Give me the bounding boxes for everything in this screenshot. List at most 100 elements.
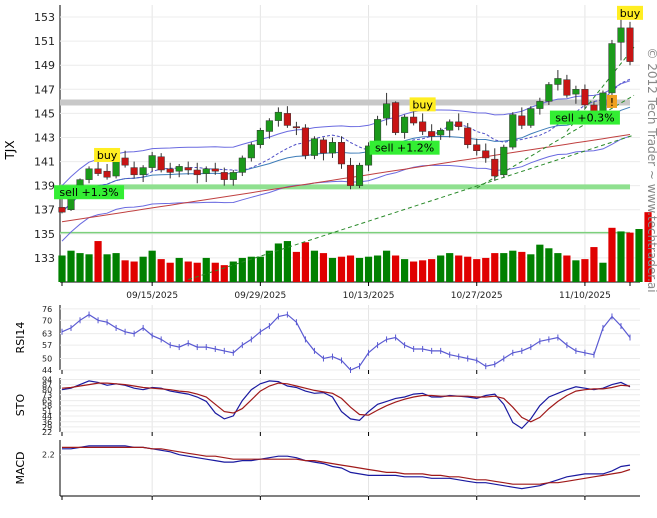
buy-signal-box — [94, 147, 121, 162]
candle-up — [310, 138, 318, 156]
candle-down — [121, 157, 129, 166]
x-tick-label: 10/27/2025 — [451, 291, 503, 301]
candle-up — [238, 157, 246, 173]
candle-down — [428, 131, 436, 137]
volume-bar — [310, 250, 319, 282]
y-tick-label: 141 — [34, 156, 55, 169]
candle-up — [229, 172, 237, 180]
buy-signal-label: buy — [620, 7, 641, 20]
volume-bar — [328, 257, 337, 282]
candle-up — [328, 142, 337, 154]
volume-bar — [428, 259, 436, 282]
candle-down — [563, 79, 571, 96]
candle-up — [446, 121, 454, 131]
candle-up — [383, 103, 391, 119]
candle-up — [509, 114, 517, 148]
ma10-line — [61, 78, 631, 213]
volume-bar — [130, 261, 138, 282]
candle-down — [626, 27, 634, 62]
candle-down — [482, 150, 490, 159]
candle-down — [157, 156, 165, 171]
volume-bar — [455, 255, 463, 282]
watermark-text: © 2012 Tech Trader ~ www.techtrader.ai — [645, 47, 657, 292]
volume-bar — [337, 256, 346, 282]
candle-up — [274, 111, 282, 121]
candle-down — [455, 121, 463, 127]
volume-bar — [626, 232, 634, 282]
candle-down — [103, 170, 111, 178]
sto-d-line — [61, 382, 631, 423]
y-tick-label: 143 — [34, 131, 55, 144]
sell-signal-label: sell +0.3% — [555, 112, 614, 125]
sto-k-line — [61, 380, 631, 430]
sell-signal-box — [369, 140, 440, 155]
volume-bar — [527, 254, 535, 282]
candle-up — [202, 168, 210, 174]
volume-bar — [581, 259, 589, 282]
candle-down — [319, 139, 328, 154]
volume-bar — [491, 253, 499, 282]
y-tick-label: 87 — [42, 381, 52, 390]
volume-bar — [175, 257, 183, 282]
candle-up — [364, 145, 373, 166]
sto-label: STO — [14, 393, 27, 416]
volume-bar — [617, 231, 625, 282]
candle-down — [283, 113, 291, 126]
volume-bar — [229, 261, 237, 282]
volume-bar — [355, 257, 364, 282]
alert-label: ! — [610, 96, 614, 109]
macd-signal-line — [62, 446, 631, 485]
volume-bar — [554, 253, 562, 282]
volume-bar — [94, 241, 102, 282]
candle-up — [437, 130, 445, 136]
y-tick-label: 135 — [34, 228, 55, 241]
trend-line — [188, 134, 635, 281]
y-tick-label: 50 — [42, 355, 52, 364]
y-tick-label: 80 — [42, 386, 52, 395]
y-tick-label: 76 — [42, 305, 52, 314]
y-tick-label: 147 — [34, 83, 55, 96]
volume-bar — [563, 255, 571, 282]
y-tick-label: 145 — [34, 107, 55, 120]
buy-signal-box — [409, 97, 436, 112]
y-tick-label: 65 — [42, 397, 52, 406]
volume-bar — [437, 255, 445, 282]
y-tick-label: 58 — [42, 402, 52, 411]
volume-bar — [635, 229, 643, 282]
y-tick-label: 44 — [42, 366, 52, 375]
volume-bar — [473, 259, 481, 282]
buy-signal-box — [617, 5, 643, 20]
volume-bar — [283, 241, 291, 282]
volume-bar — [58, 255, 66, 282]
candle-down — [58, 207, 66, 213]
volume-bar — [139, 256, 147, 282]
volume-bar — [103, 254, 111, 282]
y-tick-label: 51 — [42, 407, 52, 416]
candle-down — [410, 116, 418, 124]
buy-signal-label: buy — [412, 98, 433, 111]
volume-bar — [464, 256, 472, 282]
candle-down — [337, 142, 346, 165]
volume-bar — [599, 262, 607, 282]
volume-bar — [112, 253, 120, 282]
y-tick-label: 70 — [42, 316, 52, 325]
volume-bar — [211, 262, 219, 282]
candle-down — [518, 115, 526, 126]
y-tick-label: 133 — [34, 252, 55, 265]
candle-up — [554, 78, 562, 85]
volume-bar — [76, 253, 84, 282]
candle-up — [527, 108, 535, 126]
candle-down — [581, 89, 589, 106]
volume-bar — [482, 257, 490, 282]
volume-bar — [446, 253, 454, 282]
candle-up — [401, 116, 409, 133]
candle-up — [572, 89, 580, 95]
candle-up — [608, 43, 616, 94]
upper-band-line — [61, 80, 631, 187]
sell-signal-label: sell +1.2% — [375, 142, 434, 155]
candle-down — [184, 167, 192, 171]
candle-up — [256, 130, 264, 145]
volume-bar — [67, 250, 75, 282]
y-tick-label: 137 — [34, 204, 55, 217]
